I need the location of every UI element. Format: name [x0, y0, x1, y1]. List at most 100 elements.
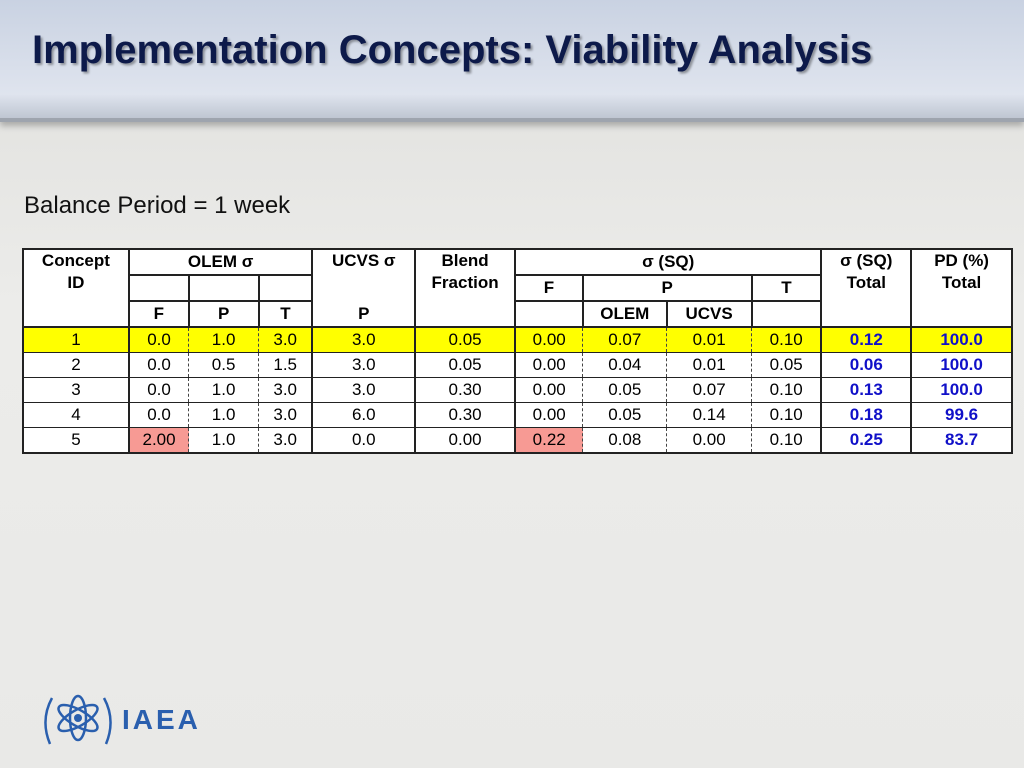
header-cell: P	[581, 274, 753, 302]
table-cell: 5	[22, 427, 130, 454]
table-cell: 0.30	[414, 402, 516, 428]
table-cell: 0.12	[820, 326, 912, 353]
table-cell: 0.10	[751, 377, 822, 403]
table-cell: 0.00	[514, 352, 584, 378]
header-cell: OLEM	[581, 300, 668, 328]
header-cell: T	[750, 274, 823, 302]
table-cell: 0.25	[820, 427, 912, 454]
header-text: Blend	[441, 251, 489, 270]
table-cell: 3.0	[311, 326, 416, 353]
header-cell: Concept ID	[22, 248, 130, 328]
header-text: Fraction	[431, 273, 499, 292]
header-cell	[187, 274, 260, 302]
title-band	[0, 0, 1024, 122]
header-cell: T	[257, 300, 314, 328]
table-cell: 0.05	[582, 402, 668, 428]
table-cell: 0.06	[820, 352, 912, 378]
table-cell: 100.0	[910, 326, 1013, 353]
table-row: 2 0.0 0.5 1.5 3.0 0.05 0.00 0.04 0.01 0.05 0.06 100…	[22, 352, 1013, 378]
header-cell: P	[187, 300, 260, 328]
table-cell: 0.18	[820, 402, 912, 428]
header-text: Concept	[41, 251, 110, 270]
table-cell: 1.0	[188, 402, 260, 428]
header-cell: PD (%) Total	[910, 248, 1013, 328]
table-cell: 3	[22, 377, 130, 403]
header-text: Total	[846, 273, 886, 292]
table-cell: 83.7	[910, 427, 1013, 454]
table-cell: 1.0	[188, 377, 260, 403]
table-row: 3 0.0 1.0 3.0 3.0 0.30 0.00 0.05 0.07 0.10 0.13 100…	[22, 377, 1013, 403]
table-cell: 0.00	[414, 427, 516, 454]
table-cell: 1.5	[258, 352, 313, 378]
table-cell: 0.0	[127, 377, 190, 403]
table-cell: 0.10	[751, 402, 822, 428]
table-cell: 100.0	[910, 352, 1013, 378]
table-cell: 3.0	[311, 377, 416, 403]
header-cell: σ (SQ) Total	[820, 248, 913, 328]
table-cell: 0.00	[514, 402, 584, 428]
table-cell: 0.05	[414, 326, 516, 353]
table-cell: 0.05	[414, 352, 516, 378]
table-cell: 3.0	[258, 377, 313, 403]
table-cell: 3.0	[258, 402, 313, 428]
table-cell: 3.0	[258, 326, 313, 353]
table-cell: 99.6	[910, 402, 1013, 428]
table-cell: 0.05	[582, 377, 668, 403]
table-cell: 0.0	[127, 326, 190, 353]
table-cell: 1.0	[188, 427, 260, 454]
table-cell: 0.10	[751, 427, 822, 454]
header-cell	[257, 274, 314, 302]
header-cell: F	[127, 300, 190, 328]
logo-emblem	[44, 694, 112, 745]
table-cell: 0.5	[188, 352, 260, 378]
table-cell: 0.0	[127, 352, 190, 378]
table-cell: 0.04	[582, 352, 668, 378]
table-cell: 2.00	[127, 427, 190, 454]
table-cell: 0.00	[514, 326, 584, 353]
table-cell: 0.30	[414, 377, 516, 403]
table-cell: 100.0	[910, 377, 1013, 403]
table-cell: 0.00	[514, 377, 584, 403]
table-cell: 0.14	[666, 402, 753, 428]
table-cell: 3.0	[311, 352, 416, 378]
slide-title: Implementation Concepts: Viability Analy…	[32, 28, 873, 72]
table-cell: 0.01	[666, 326, 753, 353]
subtitle: Balance Period = 1 week	[24, 192, 291, 219]
table-cell: 1	[22, 326, 130, 353]
header-text: ID	[67, 273, 85, 292]
table-cell: 0.13	[820, 377, 912, 403]
table-cell: 0.00	[666, 427, 753, 454]
table-cell: 0.0	[311, 427, 416, 454]
logo-text: IAEA	[122, 704, 201, 735]
header-cell: σ (SQ)	[514, 248, 823, 276]
header-cell: UCVS σ	[311, 248, 417, 301]
header-cell: OLEM σ	[127, 248, 314, 276]
data-table: Concept ID OLEM σ UCVS σ Blend Fraction σ …	[22, 248, 1013, 454]
table-row: 1 0.0 1.0 3.0 3.0 0.05 0.00 0.07 0.01 0.10 0.12 100…	[22, 326, 1013, 353]
table-cell: 0.01	[666, 352, 753, 378]
table-cell: 0.07	[666, 377, 753, 403]
table-cell: 3.0	[258, 427, 313, 454]
header-cell: Blend Fraction	[414, 248, 517, 328]
header-text: PD (%)	[934, 251, 989, 270]
table-cell: 0.22	[514, 427, 584, 454]
table-cell: 2	[22, 352, 130, 378]
table-cell: 0.05	[751, 352, 822, 378]
header-cell: F	[514, 274, 584, 302]
header-cell	[750, 300, 823, 328]
header-text: Total	[941, 273, 982, 292]
table-cell: 0.08	[582, 427, 668, 454]
table-cell: 1.0	[188, 326, 260, 353]
table-cell: 6.0	[311, 402, 416, 428]
header-text: σ (SQ)	[840, 251, 893, 270]
table-body: 1 0.0 1.0 3.0 3.0 0.05 0.00 0.07 0.01 0.10 0.12 100…	[22, 326, 1013, 454]
table-cell: 0.10	[751, 326, 822, 353]
header-cell	[514, 300, 584, 328]
table-cell: 4	[22, 402, 130, 428]
header-cell: UCVS	[665, 300, 753, 328]
header-cell: P	[311, 301, 417, 328]
table-cell: 0.07	[582, 326, 668, 353]
table-cell: 0.0	[127, 402, 190, 428]
table-row: 5 2.00 1.0 3.0 0.0 0.00 0.22 0.08 0.00 0.10 0.25 83…	[22, 427, 1013, 454]
